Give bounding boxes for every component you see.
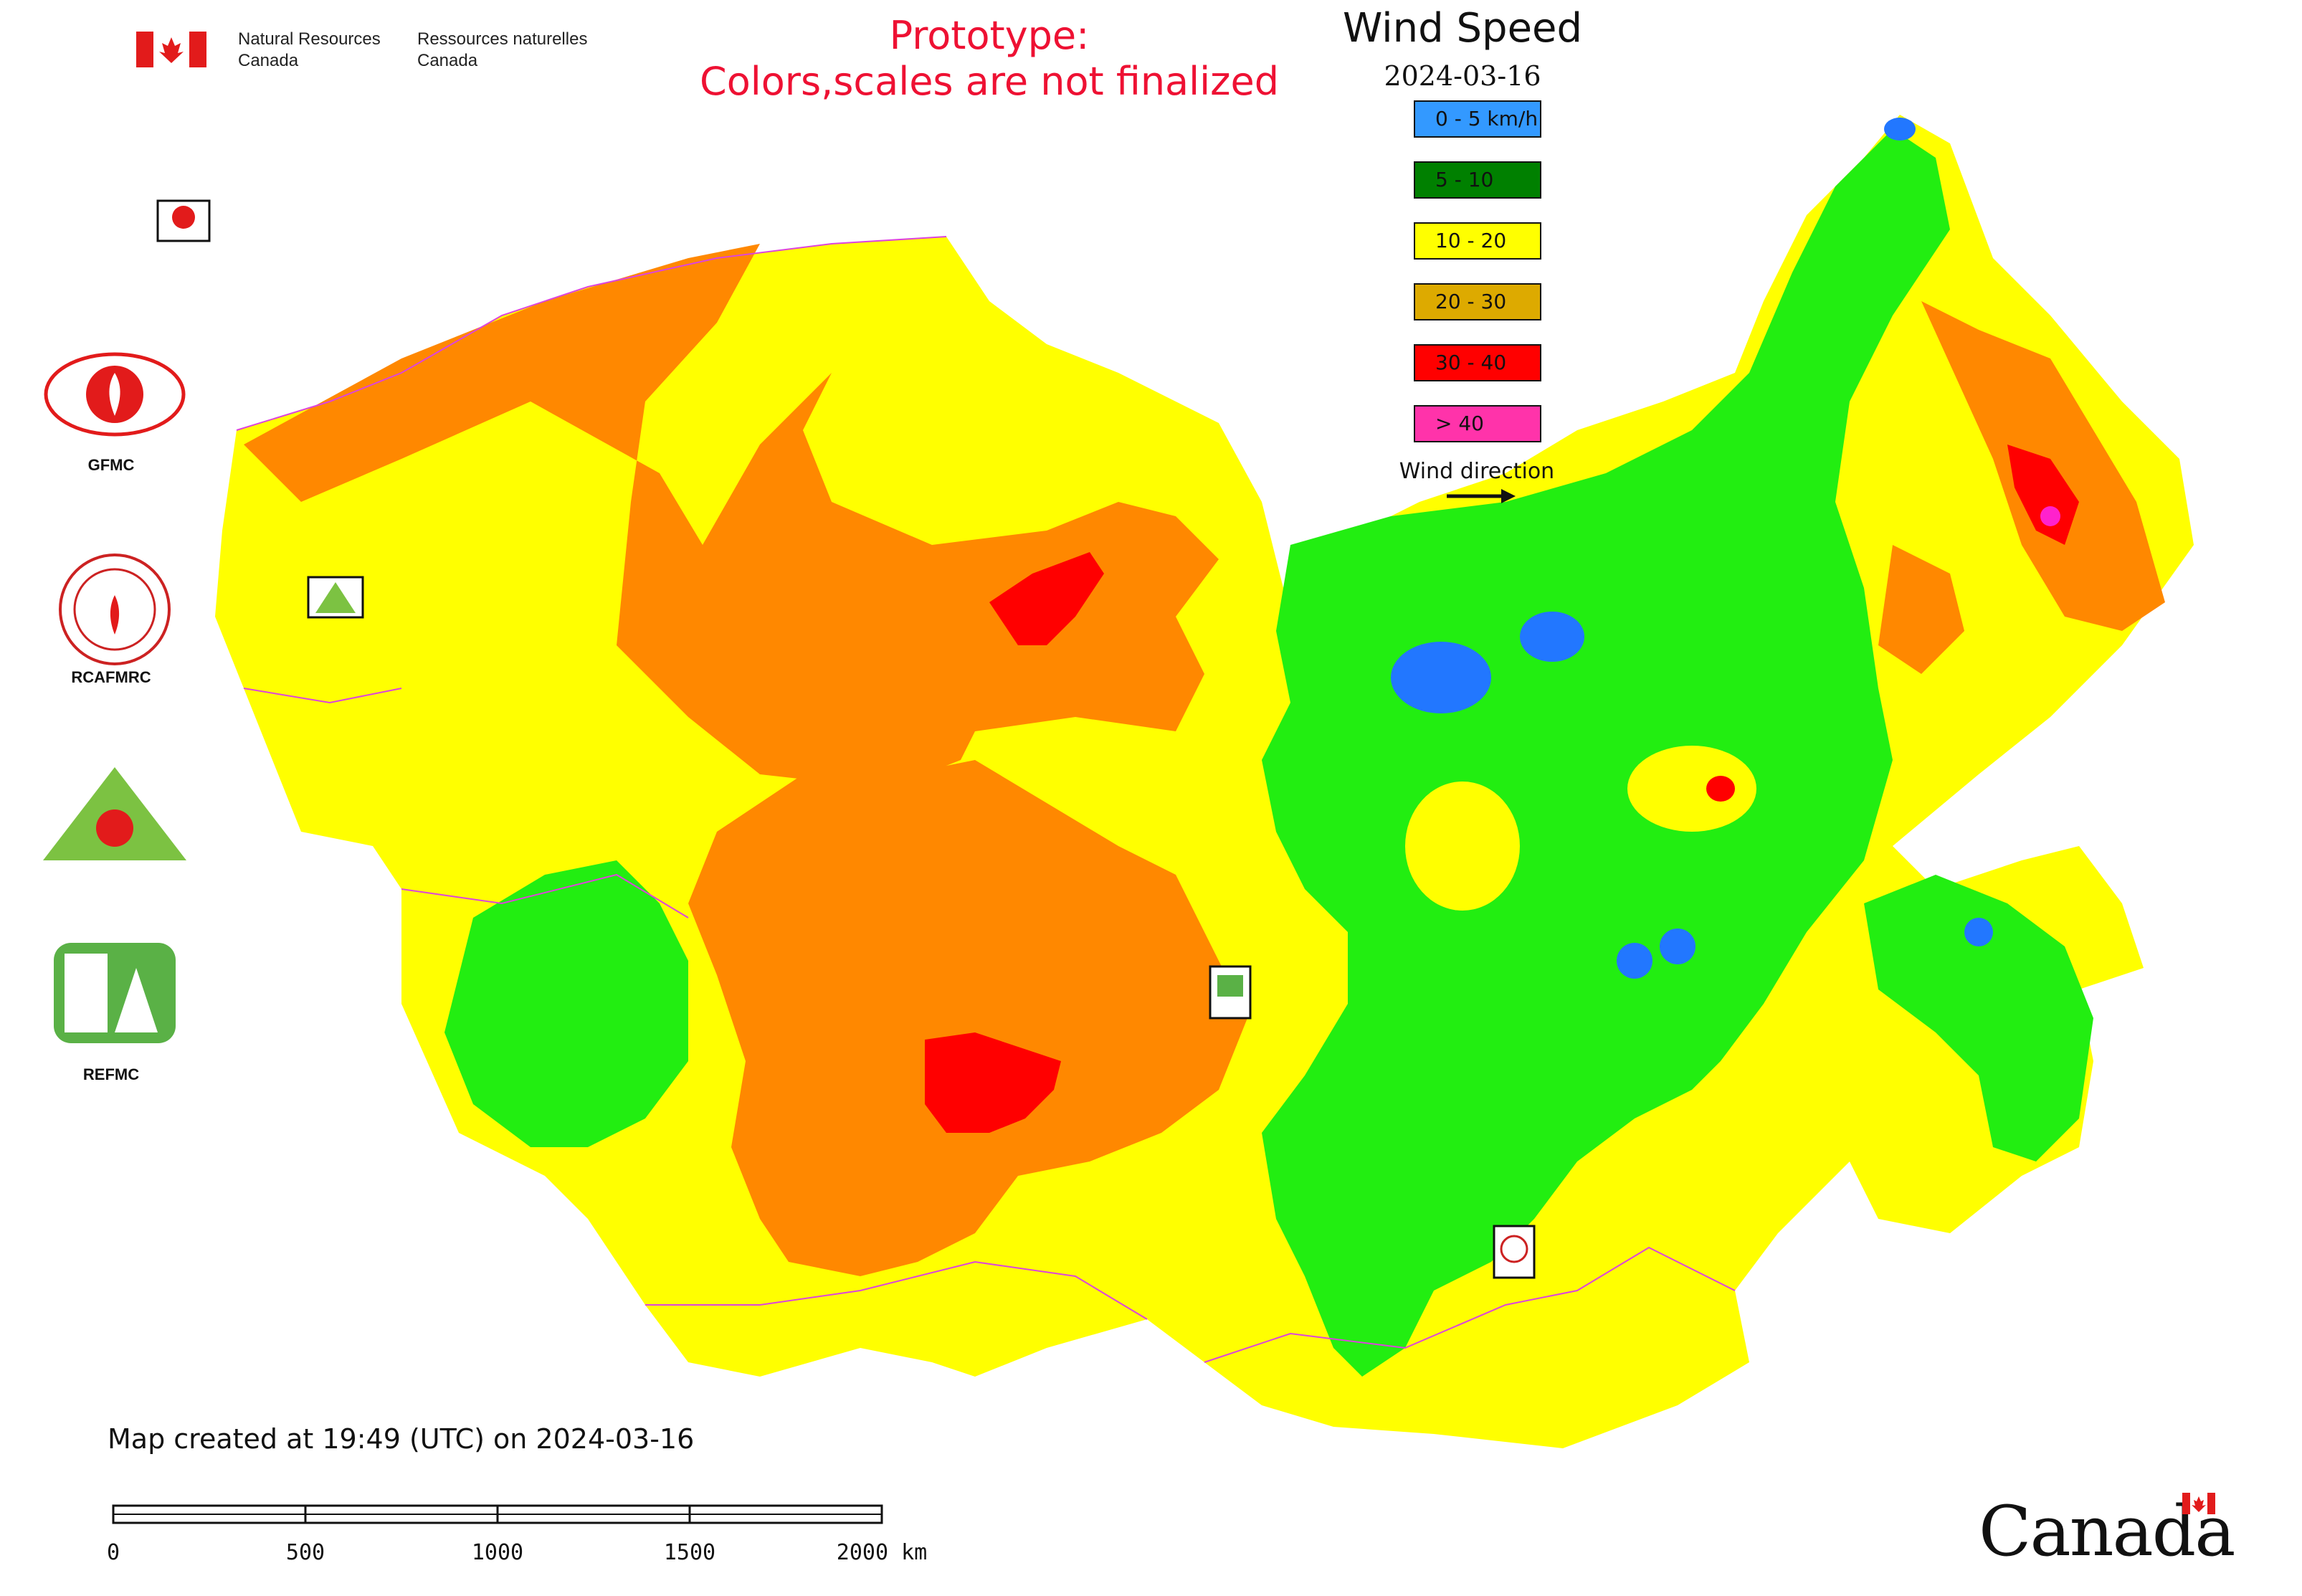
legend-swatch-30-40: 30 - 40 [1414, 344, 1541, 381]
canada-wordmark-text: Canada [1979, 1491, 2235, 1572]
legend-date: 2024-03-16 [1384, 60, 1541, 92]
scale-label-2000: 2000 km [837, 1540, 927, 1565]
legend-label: 5 - 10 [1435, 168, 1494, 191]
scale-label-1500: 1500 [664, 1540, 715, 1565]
legend-label: > 40 [1435, 412, 1484, 435]
map-calm-zone-2 [1520, 612, 1584, 662]
prototype-notice: Prototype: Colors,scales are not finaliz… [667, 13, 1312, 105]
rcafmrc-logo-icon [59, 554, 171, 665]
map-zone-green-southeast [1864, 875, 2093, 1162]
canada-flag-icon [136, 32, 206, 67]
legend-swatch-10-20: 10 - 20 [1414, 222, 1541, 260]
wordmark-flag-icon [2182, 1493, 2215, 1514]
wind-direction-arrow-icon [1447, 489, 1516, 503]
map-borders [236, 236, 1736, 1363]
org-name-en-line1: Natural Resources [238, 29, 381, 49]
map-calm-zone-4 [1617, 943, 1652, 979]
wind-direction-label: Wind direction [1399, 459, 1555, 484]
gfmc-logo-icon [44, 352, 186, 437]
map-patch-yellow-2 [1627, 746, 1756, 832]
gfmc-logo-caption: GFMC [87, 456, 135, 474]
map-severe-zone-central [925, 1032, 1061, 1133]
refmc-logo-icon [54, 943, 176, 1043]
legend-swatch-20-30: 20 - 30 [1414, 283, 1541, 320]
map-patch-yellow-1 [1405, 782, 1520, 911]
map-badge-gfmc [156, 199, 211, 242]
map-extreme-zone [2040, 506, 2060, 526]
map-zone-green-west [444, 860, 688, 1147]
map-calm-zone-1 [1391, 642, 1491, 713]
map-zone-green-east [1262, 129, 1950, 1377]
legend-swatch-over-40: > 40 [1414, 405, 1541, 442]
nrcan-signature: Natural Resources Canada Ressources natu… [136, 29, 609, 79]
legend-label: 0 - 5 km/h [1435, 107, 1538, 130]
map-calm-zone-3 [1660, 928, 1695, 964]
map-calm-zone-6 [1884, 118, 1916, 141]
legend-label: 20 - 30 [1435, 290, 1507, 313]
legend-title: Wind Speed [1342, 5, 1583, 52]
map-severe-zone-east [1706, 776, 1735, 802]
map-severe-zone-peninsula [989, 552, 1104, 645]
org-name-en: Natural Resources Canada [238, 29, 381, 72]
map-badge-refmc [1209, 965, 1252, 1020]
map-badge-rcafmrc [1493, 1225, 1536, 1279]
org-name-fr-line1: Ressources naturelles [417, 29, 588, 49]
prototype-notice-line1: Prototype: [889, 13, 1090, 58]
legend-label: 30 - 40 [1435, 351, 1507, 374]
legend-swatch-5-10: 5 - 10 [1414, 161, 1541, 199]
map-created-timestamp: Map created at 19:49 (UTC) on 2024-03-16 [108, 1423, 695, 1455]
map-zone-orange-central [688, 760, 1247, 1276]
legend-label: 10 - 20 [1435, 229, 1507, 252]
scale-label-1000: 1000 [472, 1540, 523, 1565]
map-badge-reefmc [307, 576, 364, 619]
map-zone-orange-east [1878, 545, 1964, 674]
rcafmrc-logo-caption: RCAFMRC [71, 668, 151, 686]
legend-swatch-0-5: 0 - 5 km/h [1414, 100, 1541, 138]
org-name-en-line2: Canada [238, 51, 299, 70]
prototype-notice-line2: Colors,scales are not finalized [700, 59, 1279, 104]
scale-label-0: 0 [108, 1540, 120, 1565]
org-name-fr-line2: Canada [417, 51, 478, 70]
partner-logos: GFMC RCAFMRC REFMC [29, 186, 201, 1090]
org-name-fr: Ressources naturelles Canada [417, 29, 587, 72]
scale-bar: 0 500 1000 1500 2000 km [108, 1504, 927, 1565]
map-severe-zone-kamchatka [2007, 445, 2079, 545]
map-patch-yellow-3 [1799, 989, 1900, 1061]
map-calm-zone-5 [1964, 918, 1993, 946]
scale-label-500: 500 [286, 1540, 325, 1565]
map-zone-orange-north [244, 244, 1219, 789]
canada-wordmark: Canada [1979, 1491, 2235, 1572]
reefmc-logo-icon [43, 767, 186, 860]
refmc-logo-caption: REFMC [82, 1065, 140, 1083]
